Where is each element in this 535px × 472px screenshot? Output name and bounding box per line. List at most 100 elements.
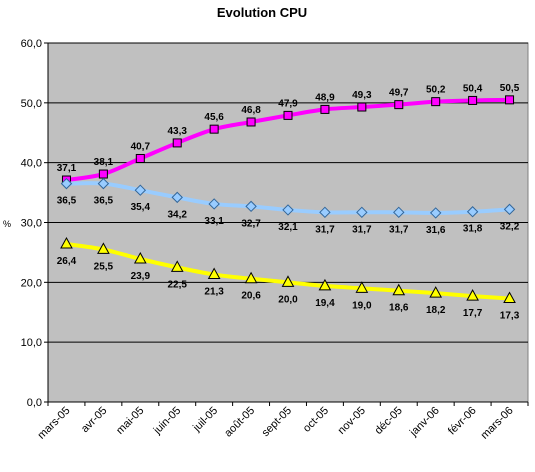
series-3-data-label: 25,5 xyxy=(94,261,114,272)
series-3-marker xyxy=(133,251,147,264)
series-3-data-label: 22,5 xyxy=(167,279,187,290)
series-1-marker xyxy=(468,95,478,105)
series-2-data-label: 36,5 xyxy=(94,196,114,207)
series-1-data-label: 38,1 xyxy=(94,157,114,168)
series-2-marker xyxy=(429,207,442,219)
x-axis: mars-05 avr-05 mai-05 juin-05 juil-05 août-05… xyxy=(36,401,529,442)
x-tick-label: oct-05 xyxy=(301,405,331,435)
series-3-marker xyxy=(466,289,479,301)
series-2-marker xyxy=(171,191,183,204)
series-2-marker xyxy=(60,177,73,190)
series-1-marker xyxy=(394,100,404,110)
y-tick-label: 30,0 xyxy=(21,218,42,230)
series-1-data-label: 50,2 xyxy=(426,85,446,96)
gridlines xyxy=(48,42,528,343)
series-1-data-label: 50,5 xyxy=(500,83,520,94)
series-2-marker xyxy=(245,200,257,213)
series-3-data-label: 17,7 xyxy=(463,308,483,319)
x-tick-label: sept-05 xyxy=(260,405,294,439)
x-tick-label: avr-05 xyxy=(79,405,110,436)
series-3-marker xyxy=(503,291,516,303)
series-3-data-label: 18,6 xyxy=(389,303,409,314)
series-2-data-label: 31,8 xyxy=(463,224,483,235)
series-3-marker xyxy=(318,278,332,291)
series-2-data-label: 32,7 xyxy=(241,218,261,229)
series-2-data-label: 36,5 xyxy=(57,196,77,207)
x-tick-label: mai-05 xyxy=(114,405,146,437)
series-1-data-label: 37,1 xyxy=(57,163,77,174)
series-1-marker xyxy=(505,95,515,105)
series-1-data-label: 48,9 xyxy=(315,92,335,103)
series-1-marker xyxy=(98,169,108,179)
y-axis-label: % xyxy=(3,219,11,229)
series-3-data-label: 23,9 xyxy=(131,271,151,282)
series-group xyxy=(60,95,516,303)
y-tick-label: 40,0 xyxy=(21,158,42,170)
y-tick-label: 50,0 xyxy=(21,98,42,110)
series-1-data-label: 40,7 xyxy=(131,141,151,152)
series-1-data-label: 46,8 xyxy=(241,105,261,116)
series-3-marker xyxy=(355,281,369,293)
series-2-data-label: 31,7 xyxy=(389,224,409,235)
series-1-data-label: 49,3 xyxy=(352,90,372,101)
series-3-data-label: 20,0 xyxy=(278,294,298,305)
x-tick-label: févr-06 xyxy=(446,405,479,438)
series-3-marker xyxy=(392,283,406,296)
series-3-data-label: 26,4 xyxy=(57,256,77,267)
series-2-marker xyxy=(134,184,147,196)
x-tick-label: mars-05 xyxy=(36,405,73,442)
x-tick-label: janv-06 xyxy=(407,405,442,440)
series-2-marker xyxy=(356,206,368,219)
series-2-data-label: 33,1 xyxy=(204,216,224,227)
series-3-data-label: 21,3 xyxy=(204,287,224,298)
x-tick-label: août-05 xyxy=(222,405,257,440)
y-tick-label: 0,0 xyxy=(27,397,42,409)
data-labels: 37,1 38,1 40,7 43,3 45,6 46,8 47,9 48,9 49,3 49,7… xyxy=(57,83,520,322)
series-1-marker xyxy=(357,102,367,112)
series-2-data-label: 31,7 xyxy=(315,224,335,235)
series-2-marker xyxy=(282,204,294,216)
series-3-data-label: 17,3 xyxy=(500,310,520,321)
series-3-data-label: 20,6 xyxy=(241,291,261,302)
series-2-marker xyxy=(503,203,516,216)
x-tick-label: mars-06 xyxy=(479,405,516,442)
series-3-marker xyxy=(60,237,73,249)
series-2-data-label: 35,4 xyxy=(131,202,151,213)
series-2-marker xyxy=(466,206,479,218)
series-1-data-label: 50,4 xyxy=(463,83,483,94)
y-tick-label: 20,0 xyxy=(21,277,42,289)
series-1-data-label: 47,9 xyxy=(278,98,298,109)
series-1-marker xyxy=(135,153,145,163)
series-3-marker xyxy=(207,267,221,280)
x-tick-label: nov-05 xyxy=(336,405,368,437)
series-2-data-label: 32,1 xyxy=(278,222,298,233)
series-3-marker xyxy=(281,275,295,287)
series-1-marker xyxy=(283,110,293,120)
series-1-marker xyxy=(172,138,182,148)
series-2-data-label: 32,2 xyxy=(500,221,520,232)
series-2-data-label: 31,7 xyxy=(352,224,372,235)
y-axis: 0,0 10,0 20,0 30,0 40,0 50,0 60,0 xyxy=(21,38,49,409)
series-3-data-label: 19,0 xyxy=(352,300,372,311)
x-tick-label: déc-05 xyxy=(373,405,405,437)
y-tick-label: 60,0 xyxy=(21,38,42,50)
series-2-data-label: 34,2 xyxy=(167,209,187,220)
x-tick-label: juin-05 xyxy=(151,405,184,438)
series-2-data-label: 31,6 xyxy=(426,225,446,236)
series-1-marker xyxy=(431,97,441,107)
x-tick-label: juil-05 xyxy=(190,405,220,435)
series-1-data-label: 49,7 xyxy=(389,88,409,99)
series-1-data-label: 43,3 xyxy=(167,126,187,137)
series-2-marker xyxy=(393,206,405,219)
series-2-marker xyxy=(319,206,331,219)
series-1-data-label: 45,6 xyxy=(204,112,224,123)
series-3-marker xyxy=(170,260,184,272)
series-3-marker xyxy=(97,242,110,254)
y-tick-label: 10,0 xyxy=(21,337,42,349)
series-1-marker xyxy=(209,124,219,134)
series-2-marker xyxy=(208,198,220,210)
series-2-marker xyxy=(97,177,110,190)
series-3-marker xyxy=(244,271,258,284)
series-1-marker xyxy=(320,104,330,114)
